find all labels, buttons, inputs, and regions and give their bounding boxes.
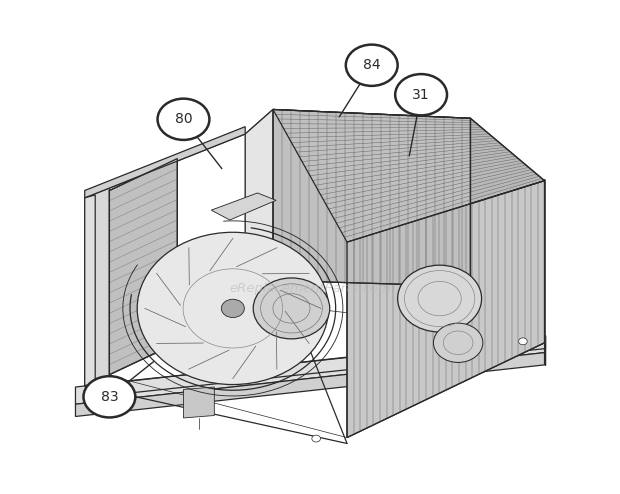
Polygon shape: [347, 181, 544, 438]
Text: eReplacementParts.com: eReplacementParts.com: [229, 282, 391, 295]
Polygon shape: [184, 387, 215, 418]
Circle shape: [84, 376, 135, 417]
Text: 83: 83: [100, 390, 118, 404]
Circle shape: [433, 323, 483, 363]
Polygon shape: [245, 110, 273, 323]
Circle shape: [157, 99, 210, 140]
Circle shape: [518, 338, 527, 345]
Circle shape: [105, 384, 113, 391]
Circle shape: [221, 299, 244, 318]
Circle shape: [137, 232, 329, 384]
Polygon shape: [76, 353, 544, 416]
Polygon shape: [85, 188, 109, 385]
Polygon shape: [109, 159, 177, 375]
Polygon shape: [85, 195, 95, 385]
Circle shape: [395, 74, 447, 116]
Polygon shape: [76, 335, 544, 404]
Polygon shape: [273, 110, 471, 287]
Circle shape: [253, 278, 330, 339]
Text: 80: 80: [175, 112, 192, 126]
Text: 31: 31: [412, 88, 430, 102]
Polygon shape: [211, 193, 276, 220]
Circle shape: [346, 44, 397, 86]
Polygon shape: [85, 126, 245, 198]
Circle shape: [397, 265, 482, 332]
Circle shape: [312, 435, 321, 442]
Polygon shape: [273, 110, 544, 242]
Text: 84: 84: [363, 58, 381, 72]
